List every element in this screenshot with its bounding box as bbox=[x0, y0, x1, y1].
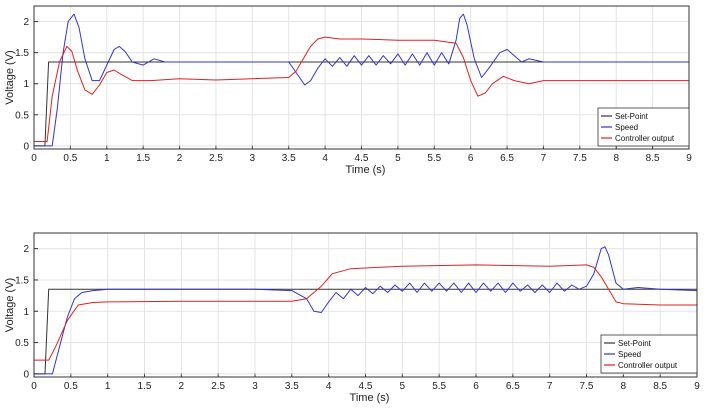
legend: Set-Point Speed Controller output bbox=[600, 334, 698, 374]
series-line-controller-output bbox=[34, 36, 689, 142]
x-tick-label: 4.5 bbox=[359, 381, 373, 392]
x-tick-label: 8 bbox=[613, 153, 619, 164]
x-tick-label: 2.5 bbox=[209, 153, 223, 164]
y-axis-label: Voltage (V) bbox=[4, 50, 16, 104]
x-tick-label: 7.5 bbox=[573, 153, 587, 164]
series-line-controller-output bbox=[34, 264, 697, 361]
x-tick-label: 9 bbox=[686, 153, 692, 164]
x-axis-label: Time (s) bbox=[346, 164, 386, 176]
legend-entry: Speed bbox=[615, 123, 638, 132]
y-tick-label: 1 bbox=[23, 307, 29, 318]
x-tick-label: 6 bbox=[473, 381, 479, 392]
x-tick-label: 6.5 bbox=[506, 381, 520, 392]
x-tick-label: 3.5 bbox=[282, 153, 296, 164]
y-tick-label: 0.5 bbox=[15, 338, 29, 349]
y-tick-label: 0 bbox=[23, 141, 29, 152]
x-tick-label: 2 bbox=[177, 153, 183, 164]
top-chart: 0 0.5 1 1.5 2 2.5 3 3.5 4 4.5 5 5.5 6 6.5 7 7.5 8 8.5 9 0 0.… bbox=[4, 5, 692, 176]
y-tick-label: 2 bbox=[23, 244, 29, 255]
x-tick-label: 6 bbox=[468, 153, 474, 164]
series-line-speed bbox=[34, 13, 689, 147]
x-tick-label: 4.5 bbox=[355, 153, 369, 164]
x-tick-label: 0 bbox=[31, 381, 37, 392]
legend-box bbox=[597, 107, 690, 147]
y-tick-label: 1.5 bbox=[15, 48, 29, 59]
legend-entry: Controller output bbox=[618, 361, 678, 370]
x-tick-label: 0.5 bbox=[64, 381, 78, 392]
y-tick-label: 1 bbox=[23, 79, 29, 90]
x-tick-label: 5.5 bbox=[427, 153, 441, 164]
series-line-speed bbox=[34, 246, 698, 375]
y-axis-label: Voltage (V) bbox=[4, 278, 16, 332]
x-tick-label: 1 bbox=[104, 153, 110, 164]
x-tick-label: 3 bbox=[250, 153, 256, 164]
x-tick-label: 1.5 bbox=[136, 153, 150, 164]
x-tick-label: 8 bbox=[621, 381, 627, 392]
x-tick-label: 3.5 bbox=[285, 381, 299, 392]
axes-frame bbox=[33, 5, 690, 150]
bottom-chart: 0 0.5 1 1.5 2 2.5 3 3.5 4 4.5 5 5.5 6 6.5 7 7.5 8 8.5 9 0 0.… bbox=[4, 232, 700, 404]
axes-frame bbox=[33, 232, 698, 378]
x-tick-label: 5 bbox=[400, 381, 406, 392]
x-tick-label: 7 bbox=[541, 153, 547, 164]
x-tick-label: 8.5 bbox=[653, 381, 667, 392]
x-tick-label: 3 bbox=[252, 381, 258, 392]
x-tick-label: 9 bbox=[694, 381, 700, 392]
x-tick-label: 4 bbox=[326, 381, 332, 392]
x-tick-label: 8.5 bbox=[646, 153, 660, 164]
x-tick-label: 2.5 bbox=[211, 381, 225, 392]
legend: Set-Point Speed Controller output bbox=[597, 107, 690, 147]
y-tick-label: 0 bbox=[23, 369, 29, 380]
x-tick-label: 6.5 bbox=[500, 153, 514, 164]
y-tick-label: 1.5 bbox=[15, 275, 29, 286]
y-tick-label: 0.5 bbox=[15, 110, 29, 121]
legend-box bbox=[600, 334, 698, 374]
x-tick-label: 5.5 bbox=[432, 381, 446, 392]
legend-entry: Speed bbox=[618, 350, 641, 359]
x-tick-label: 0.5 bbox=[63, 153, 77, 164]
x-tick-label: 5 bbox=[395, 153, 401, 164]
x-tick-label: 7.5 bbox=[580, 381, 594, 392]
y-tick-label: 2 bbox=[23, 17, 29, 28]
x-tick-label: 1 bbox=[105, 381, 111, 392]
x-tick-label: 0 bbox=[31, 153, 37, 164]
x-axis-label: Time (s) bbox=[350, 392, 390, 404]
x-tick-label: 2 bbox=[179, 381, 185, 392]
x-tick-label: 4 bbox=[322, 153, 328, 164]
legend-entry: Set-Point bbox=[615, 112, 649, 121]
legend-entry: Controller output bbox=[615, 134, 675, 143]
x-tick-label: 1.5 bbox=[138, 381, 152, 392]
legend-entry: Set-Point bbox=[618, 339, 652, 348]
x-tick-label: 7 bbox=[547, 381, 553, 392]
